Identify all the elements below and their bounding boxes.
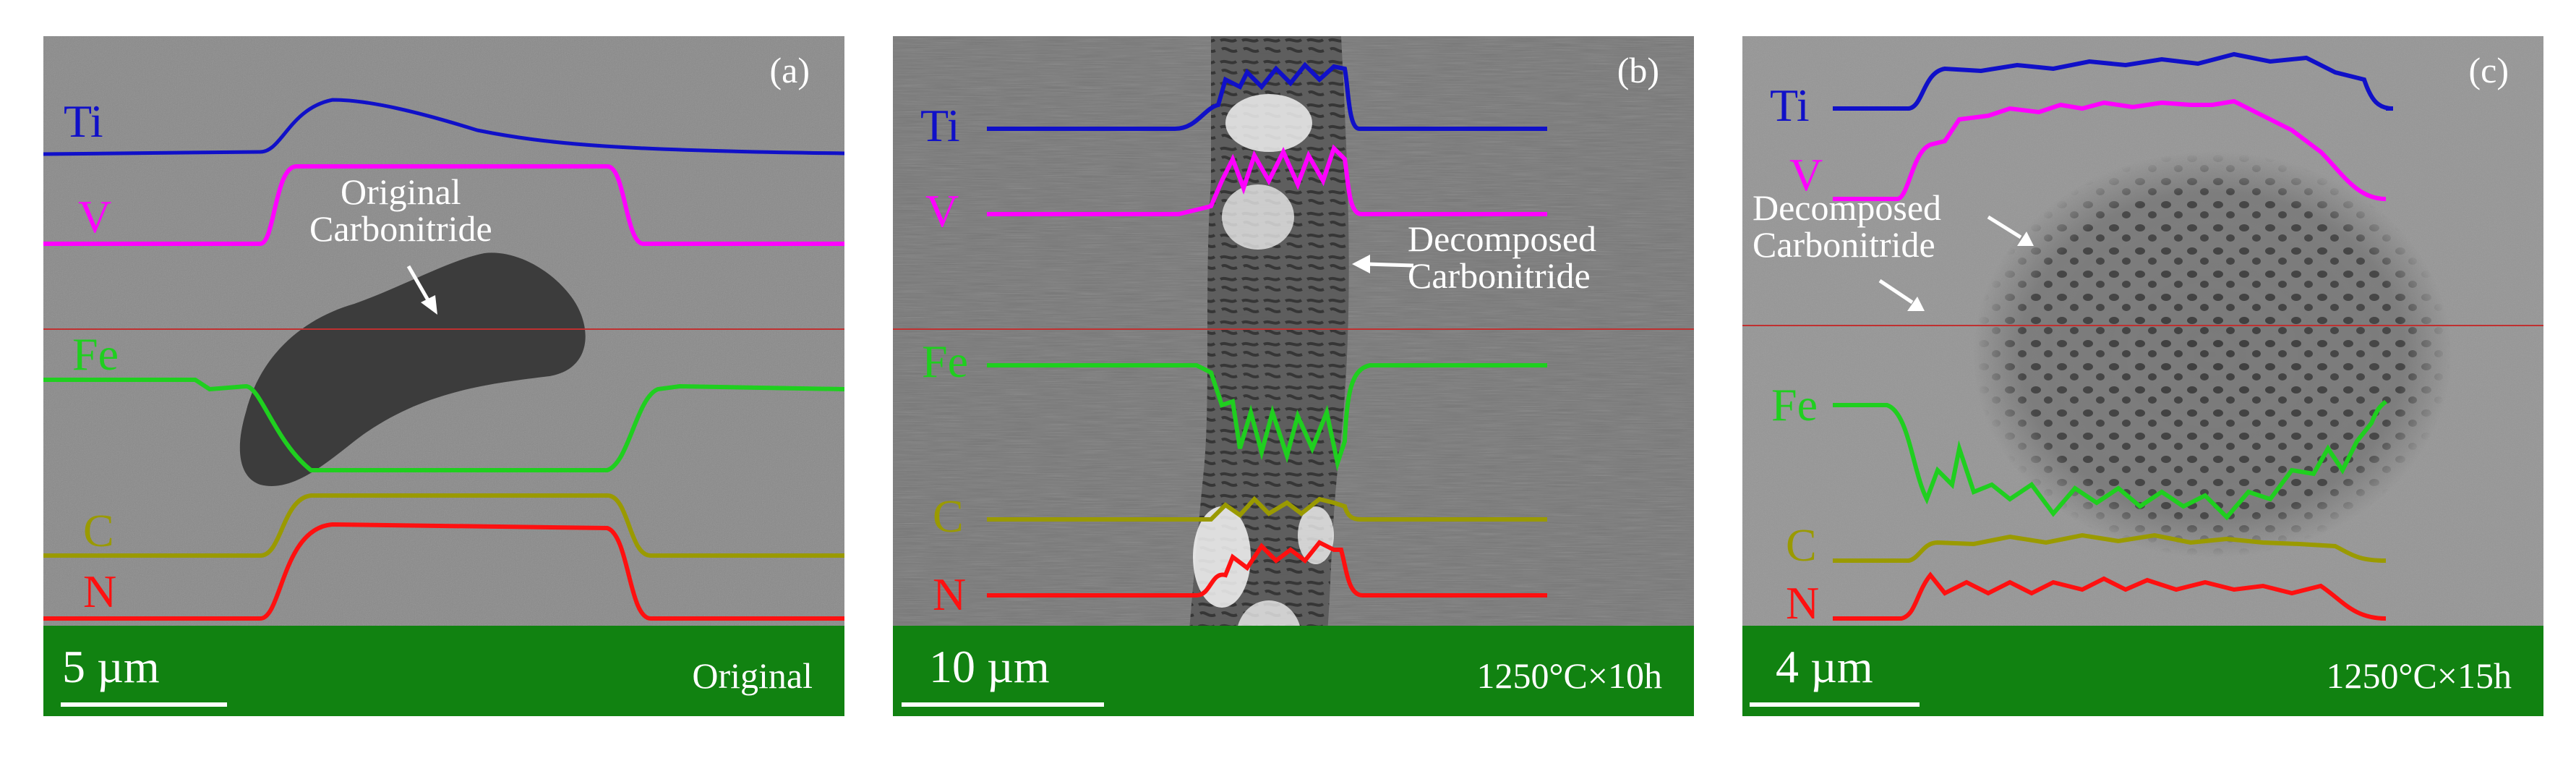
panel-c-ti-label: Ti (1770, 80, 1810, 131)
panel-a-scale-bar (61, 702, 227, 707)
panel-c-micrograph (1742, 36, 2543, 716)
panel-a-footer: 5 µm Original (43, 626, 844, 716)
panel-a-n-label: N (83, 566, 117, 617)
panel-b-annotation: Decomposed Carbonitride (1408, 221, 1596, 294)
panel-c-n-label: N (1786, 577, 1820, 629)
panel-a-annotation: Original Carbonitride (309, 174, 492, 247)
carbonitride-particle (239, 252, 586, 486)
c-profile (1833, 532, 2387, 563)
panel-c-condition: 1250°C×15h (2326, 655, 2512, 696)
c-profile (43, 493, 844, 558)
panel-a-fe-label: Fe (72, 328, 119, 380)
panel-a-c-label: C (83, 505, 114, 556)
panel-a-scale-text: 5 µm (62, 641, 160, 692)
v-profile (987, 144, 1547, 216)
decomposed-particle (1923, 145, 2473, 579)
panel-c-c-label: C (1786, 519, 1817, 571)
panel-c: (c) Ti V Fe C N Decomposed Carbonitride … (1742, 36, 2543, 716)
panel-a-micrograph (43, 36, 844, 716)
panel-a: (a) Ti V Fe C N Original Carbonitride 5 … (43, 36, 844, 716)
panel-c-footer: 4 µm 1250°C×15h (1742, 626, 2543, 716)
n-profile (43, 522, 844, 621)
panel-c-letter: (c) (2468, 50, 2509, 90)
panel-b-footer: 10 µm 1250°C×10h (893, 626, 1694, 716)
v-profile (1833, 98, 2387, 201)
v-profile (43, 164, 844, 246)
panel-b-annotation-line1: Decomposed (1408, 218, 1597, 259)
panel-c-annotation-line2: Carbonitride (1753, 224, 1935, 265)
ti-profile (1833, 51, 2394, 111)
panel-b-micrograph (893, 36, 1694, 716)
fe-profile (987, 363, 1547, 472)
panel-c-fe-label: Fe (1771, 379, 1818, 430)
panel-b-ti-label: Ti (920, 100, 960, 151)
panel-a-letter: (a) (769, 50, 810, 90)
panel-c-scale-text: 4 µm (1776, 641, 1873, 692)
ti-profile (987, 61, 1547, 131)
panel-a-v-label: V (78, 191, 112, 242)
panel-b: (b) Ti V Fe C N Decomposed Carbonitride … (893, 36, 1694, 716)
panel-c-scale-bar (1750, 702, 1920, 707)
c-profile (987, 496, 1547, 522)
panel-c-annotation-line1: Decomposed (1753, 187, 1942, 228)
panel-c-annotation: Decomposed Carbonitride (1753, 190, 1941, 263)
panel-b-c-label: C (933, 490, 964, 542)
fe-profile (43, 378, 844, 472)
panel-b-condition: 1250°C×10h (1476, 655, 1662, 696)
panel-b-scale-text: 10 µm (929, 641, 1050, 692)
panel-b-annotation-line2: Carbonitride (1408, 255, 1591, 296)
panel-b-n-label: N (933, 569, 967, 620)
panel-c-v-label: V (1789, 149, 1823, 200)
panel-a-annotation-line2: Carbonitride (309, 208, 492, 249)
n-profile (987, 540, 1547, 598)
panel-b-v-label: V (925, 185, 959, 237)
panel-a-ti-label: Ti (64, 95, 103, 147)
panel-b-letter: (b) (1617, 50, 1659, 90)
panel-a-annotation-line1: Original (341, 171, 461, 212)
panel-b-scale-bar (902, 702, 1104, 707)
panel-a-condition: Original (692, 655, 813, 696)
fe-profile (1833, 399, 2388, 521)
n-profile (1833, 571, 2387, 621)
ti-profile (43, 98, 844, 156)
panel-b-fe-label: Fe (922, 336, 968, 387)
